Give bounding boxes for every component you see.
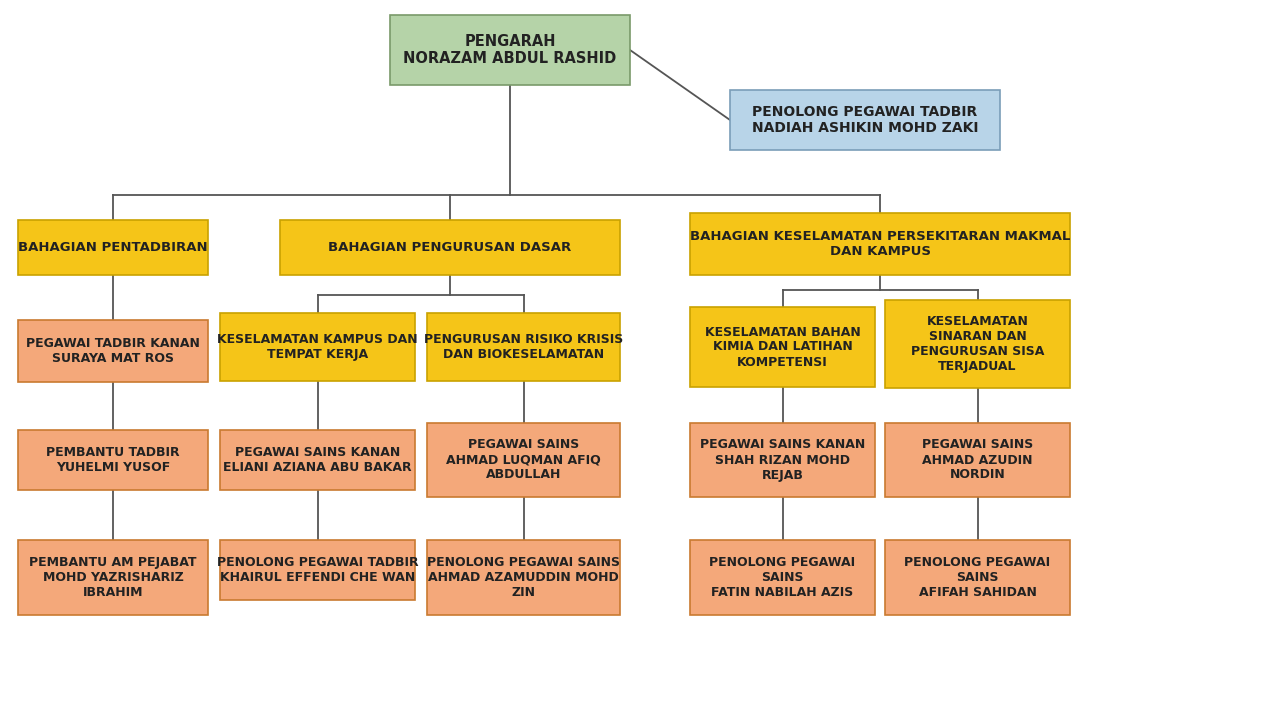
Text: PEGAWAI TADBIR KANAN
SURAYA MAT ROS: PEGAWAI TADBIR KANAN SURAYA MAT ROS [26,337,200,365]
FancyBboxPatch shape [18,320,207,382]
Text: PEGAWAI SAINS
AHMAD LUQMAN AFIQ
ABDULLAH: PEGAWAI SAINS AHMAD LUQMAN AFIQ ABDULLAH [447,438,600,482]
FancyBboxPatch shape [18,430,207,490]
FancyBboxPatch shape [730,90,1000,150]
FancyBboxPatch shape [220,540,415,600]
Text: PEGAWAI SAINS
AHMAD AZUDIN
NORDIN: PEGAWAI SAINS AHMAD AZUDIN NORDIN [922,438,1033,482]
Text: PEGAWAI SAINS KANAN
ELIANI AZIANA ABU BAKAR: PEGAWAI SAINS KANAN ELIANI AZIANA ABU BA… [223,446,412,474]
Text: PENGURUSAN RISIKO KRISIS
DAN BIOKESELAMATAN: PENGURUSAN RISIKO KRISIS DAN BIOKESELAMA… [424,333,623,361]
Text: KESELAMATAN
SINARAN DAN
PENGURUSAN SISA
TERJADUAL: KESELAMATAN SINARAN DAN PENGURUSAN SISA … [911,315,1044,373]
FancyBboxPatch shape [390,15,630,85]
Text: BAHAGIAN KESELAMATAN PERSEKITARAN MAKMAL
DAN KAMPUS: BAHAGIAN KESELAMATAN PERSEKITARAN MAKMAL… [690,230,1070,258]
Text: KESELAMATAN BAHAN
KIMIA DAN LATIHAN
KOMPETENSI: KESELAMATAN BAHAN KIMIA DAN LATIHAN KOMP… [704,325,860,369]
FancyBboxPatch shape [690,213,1070,275]
FancyBboxPatch shape [220,430,415,490]
FancyBboxPatch shape [690,423,876,497]
FancyBboxPatch shape [690,307,876,387]
FancyBboxPatch shape [884,540,1070,615]
FancyBboxPatch shape [884,300,1070,388]
Text: PEMBANTU AM PEJABAT
MOHD YAZRISHARIZ
IBRAHIM: PEMBANTU AM PEJABAT MOHD YAZRISHARIZ IBR… [29,556,197,599]
FancyBboxPatch shape [18,540,207,615]
Text: PENGARAH
NORAZAM ABDUL RASHID: PENGARAH NORAZAM ABDUL RASHID [403,34,617,66]
Text: BAHAGIAN PENTADBIRAN: BAHAGIAN PENTADBIRAN [18,241,207,254]
FancyBboxPatch shape [428,423,620,497]
FancyBboxPatch shape [428,313,620,381]
Text: PEMBANTU TADBIR
YUHELMI YUSOF: PEMBANTU TADBIR YUHELMI YUSOF [46,446,179,474]
FancyBboxPatch shape [18,220,207,275]
Text: KESELAMATAN KAMPUS DAN
TEMPAT KERJA: KESELAMATAN KAMPUS DAN TEMPAT KERJA [218,333,417,361]
Text: BAHAGIAN PENGURUSAN DASAR: BAHAGIAN PENGURUSAN DASAR [329,241,572,254]
Text: PENOLONG PEGAWAI
SAINS
AFIFAH SAHIDAN: PENOLONG PEGAWAI SAINS AFIFAH SAHIDAN [905,556,1051,599]
Text: PENOLONG PEGAWAI SAINS
AHMAD AZAMUDDIN MOHD
ZIN: PENOLONG PEGAWAI SAINS AHMAD AZAMUDDIN M… [428,556,620,599]
Text: PENOLONG PEGAWAI TADBIR
NADIAH ASHIKIN MOHD ZAKI: PENOLONG PEGAWAI TADBIR NADIAH ASHIKIN M… [751,105,978,135]
FancyBboxPatch shape [220,313,415,381]
Text: PENOLONG PEGAWAI TADBIR
KHAIRUL EFFENDI CHE WAN: PENOLONG PEGAWAI TADBIR KHAIRUL EFFENDI … [216,556,419,584]
FancyBboxPatch shape [280,220,620,275]
Text: PENOLONG PEGAWAI
SAINS
FATIN NABILAH AZIS: PENOLONG PEGAWAI SAINS FATIN NABILAH AZI… [709,556,855,599]
Text: PEGAWAI SAINS KANAN
SHAH RIZAN MOHD
REJAB: PEGAWAI SAINS KANAN SHAH RIZAN MOHD REJA… [700,438,865,482]
FancyBboxPatch shape [690,540,876,615]
FancyBboxPatch shape [884,423,1070,497]
FancyBboxPatch shape [428,540,620,615]
